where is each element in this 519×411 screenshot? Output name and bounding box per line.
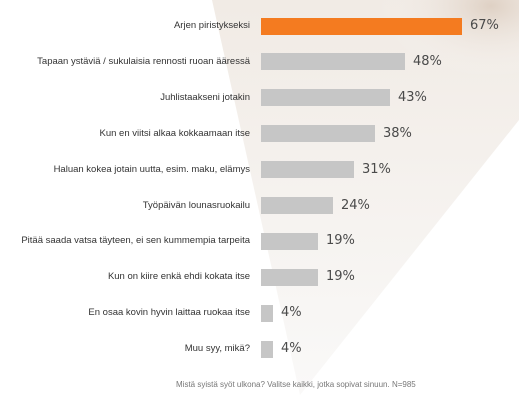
bar: [261, 304, 273, 322]
category-label: Kun on kiire enkä ehdi kokata itse: [107, 271, 250, 283]
bar: [261, 197, 333, 214]
category-label: Tapaan ystäviä / sukulaisia rennosti ruo…: [37, 55, 250, 67]
category-label: Pitää saada vatsa täyteen, ei sen kummem…: [21, 235, 250, 247]
category-label: Juhlistaakseni jotakin: [160, 91, 250, 103]
bar: [261, 17, 462, 35]
bar: [261, 53, 405, 71]
value-label: 38%: [383, 125, 412, 141]
category-label: Kun en viitsi alkaa kokkaamaan itse: [99, 127, 251, 139]
bar: [261, 340, 273, 358]
category-label: Työpäivän lounasruokailu: [142, 199, 250, 211]
value-label: 4%: [281, 305, 302, 321]
value-label: 43%: [398, 89, 427, 105]
bar: [261, 232, 318, 250]
bar: [261, 161, 354, 179]
survey-note: Mistä syistä syöt ulkona? Valitse kaikki…: [176, 380, 416, 389]
value-label: 67%: [470, 18, 499, 33]
bar: [261, 268, 318, 286]
value-label: 24%: [341, 197, 370, 213]
category-label: Arjen piristykseksi: [173, 20, 250, 31]
bar: [261, 89, 390, 107]
category-label: Haluan kokea jotain uutta, esim. maku, e…: [53, 163, 250, 175]
category-label: Muu syy, mikä?: [184, 343, 250, 355]
value-label: 19%: [326, 269, 355, 285]
category-label: En osaa kovin hyvin laittaa ruokaa itse: [88, 307, 250, 319]
value-label: 31%: [362, 161, 391, 177]
value-label: 48%: [413, 53, 442, 69]
value-label: 19%: [326, 233, 355, 249]
value-label: 4%: [281, 341, 302, 357]
bar: [261, 125, 375, 143]
